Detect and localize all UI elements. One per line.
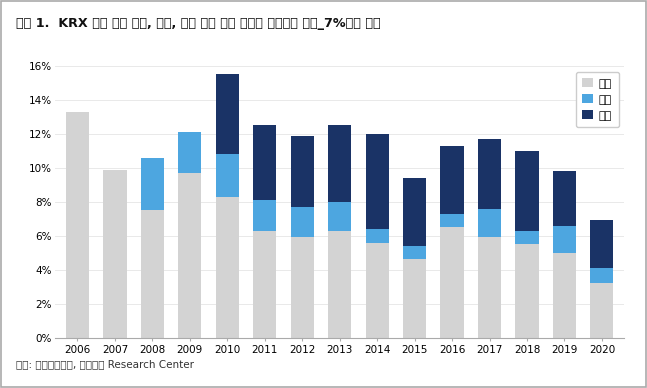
Bar [516,151,538,230]
Bar [141,158,164,210]
Bar [141,210,164,338]
Bar [66,112,89,338]
Bar [328,125,351,202]
Bar [403,246,426,260]
Bar [441,146,464,214]
Bar [253,230,276,338]
Bar [590,268,613,283]
Bar [478,139,501,209]
Bar [516,244,538,338]
Bar [478,237,501,338]
Bar [253,125,276,200]
Bar [590,220,613,268]
Bar [366,242,389,338]
Bar [215,197,239,338]
Bar [104,170,127,338]
Bar [291,207,314,237]
Bar [215,154,239,197]
Bar [403,260,426,338]
Bar [328,230,351,338]
Legend: 은행, 증권, 보헬: 은행, 증권, 보헬 [576,71,619,127]
Bar [553,171,576,225]
Text: 그림 1.  KRX 지수 기준 은행, 증권, 보헬 섹터 합산 코스피 시가총액 비중_7%까지 하락: 그림 1. KRX 지수 기준 은행, 증권, 보헬 섹터 합산 코스피 시가총… [16,17,381,31]
Bar [366,229,389,242]
Bar [590,283,613,338]
Bar [403,178,426,246]
Bar [516,230,538,244]
Bar [215,74,239,154]
Bar [178,132,201,173]
Bar [553,225,576,253]
Bar [253,200,276,230]
Text: 자료: 데이터가이드, 대신증권 Research Center: 자료: 데이터가이드, 대신증권 Research Center [16,359,194,369]
Bar [441,214,464,227]
Bar [178,173,201,338]
Bar [553,253,576,338]
Bar [291,135,314,207]
Bar [328,202,351,230]
Bar [366,134,389,229]
Bar [478,209,501,237]
Bar [291,237,314,338]
Bar [441,227,464,338]
